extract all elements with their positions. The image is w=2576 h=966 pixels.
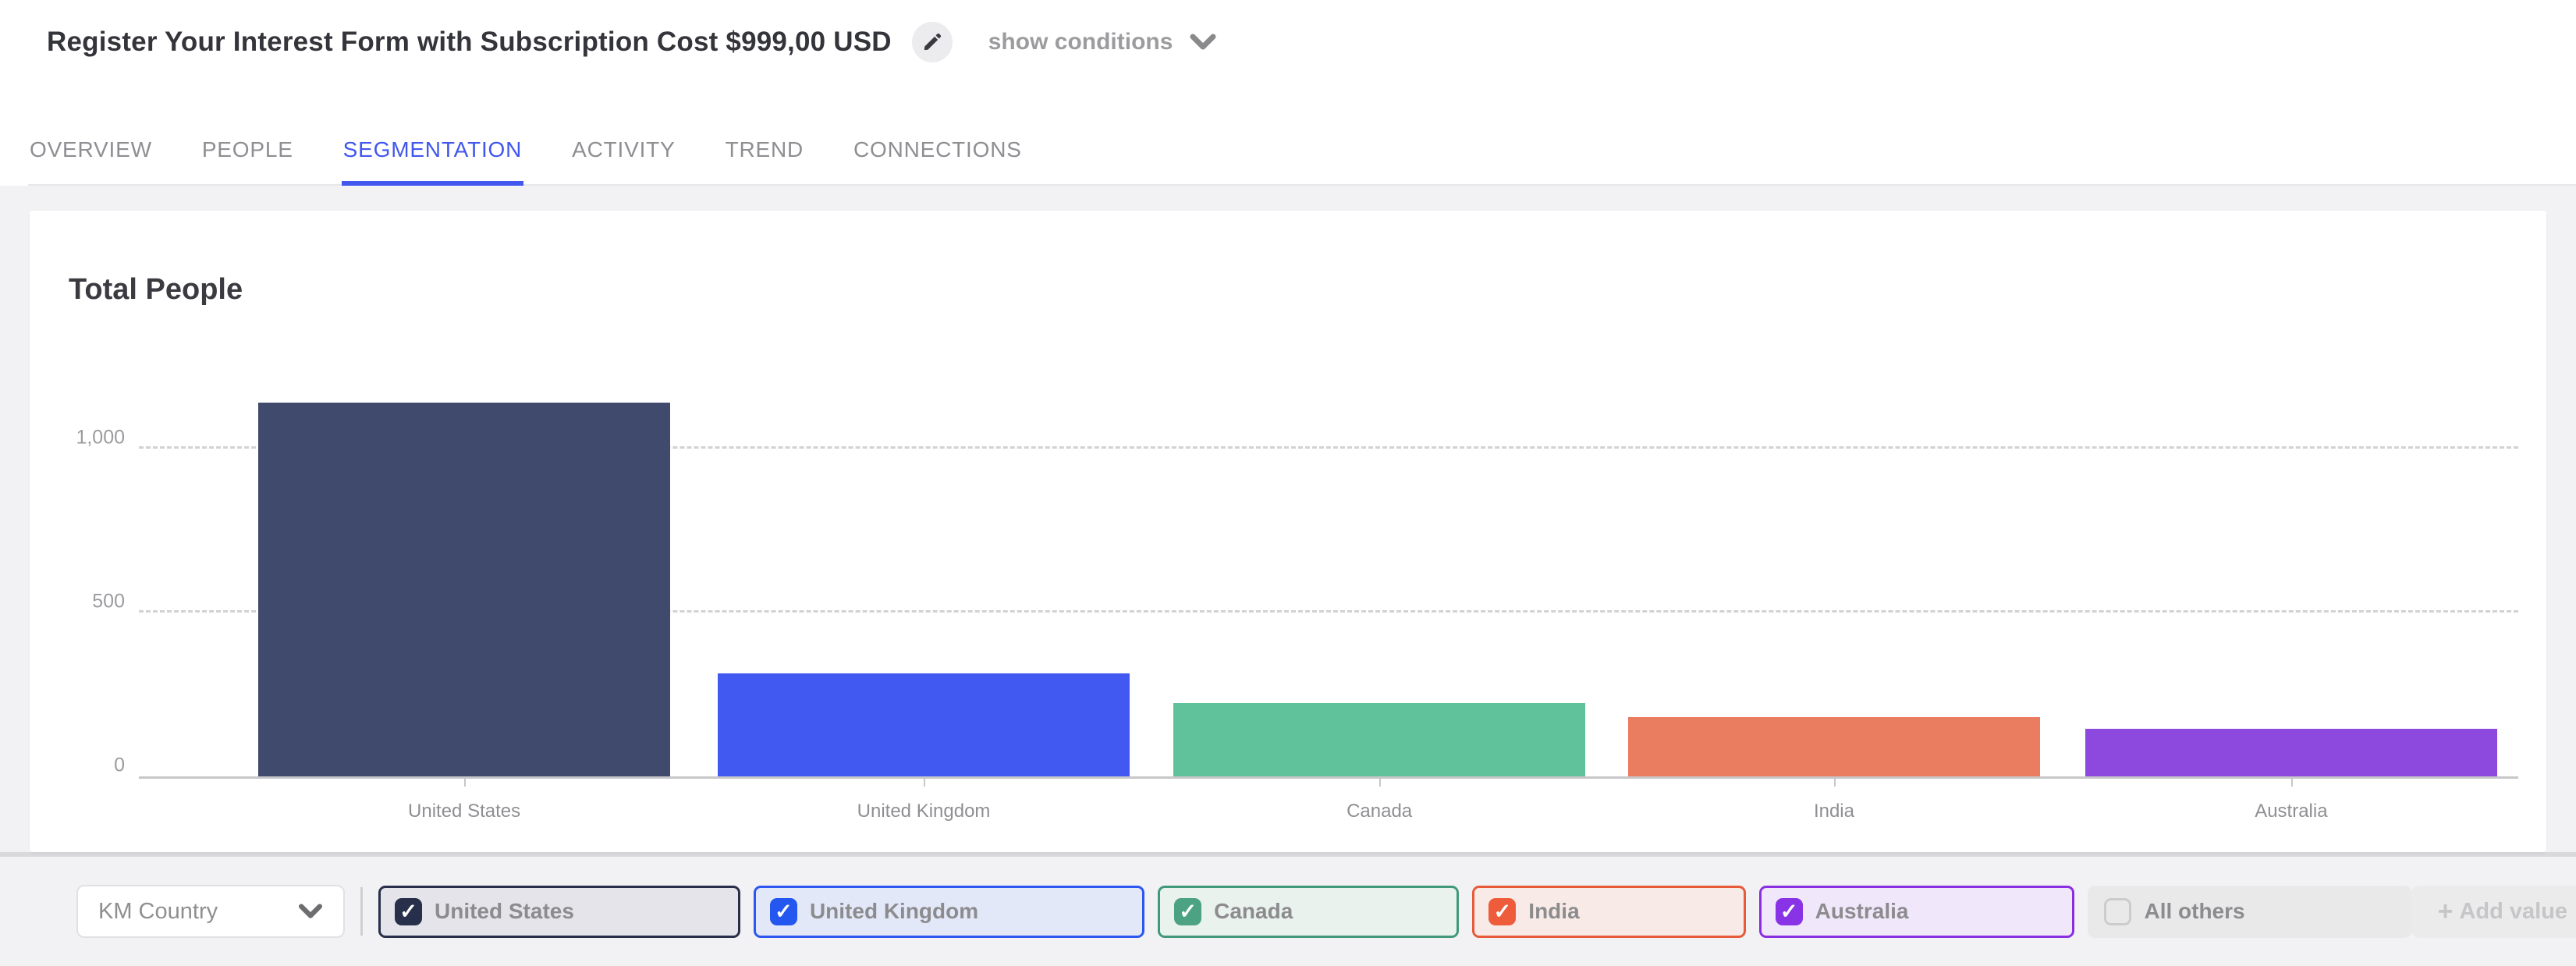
segment-attribute-dropdown[interactable]: KM Country bbox=[76, 885, 345, 938]
x-label-canada: Canada bbox=[1347, 801, 1413, 822]
bar-india[interactable] bbox=[1627, 717, 2040, 776]
pencil-icon bbox=[924, 33, 941, 51]
tab-connections[interactable]: CONNECTIONS bbox=[853, 137, 1022, 162]
filter-chip-australia[interactable]: ✓ Australia bbox=[1758, 885, 2075, 938]
tab-segmentation[interactable]: SEGMENTATION bbox=[341, 137, 524, 186]
bar-united-kingdom[interactable] bbox=[718, 673, 1130, 776]
chip-label: All others bbox=[2144, 899, 2245, 923]
tab-overview[interactable]: OVERVIEW bbox=[30, 137, 152, 162]
checkbox-checked-icon[interactable]: ✓ bbox=[395, 897, 422, 925]
chevron-down-icon bbox=[1190, 34, 1216, 50]
x-label-india: India bbox=[1813, 801, 1854, 822]
tab-activity[interactable]: ACTIVITY bbox=[572, 137, 676, 162]
x-label-united-kingdom: United Kingdom bbox=[857, 801, 991, 822]
chevron-down-icon bbox=[299, 904, 322, 918]
add-value-button[interactable]: + Add value bbox=[2411, 885, 2576, 938]
chip-label: United Kingdom bbox=[809, 899, 979, 923]
title-row: Register Your Interest Form with Subscri… bbox=[47, 22, 2529, 62]
gridline-500 bbox=[139, 610, 2518, 613]
y-tick-label-0: 0 bbox=[114, 754, 125, 776]
x-tick bbox=[1379, 776, 1382, 787]
filter-chip-united-kingdom[interactable]: ✓ United Kingdom bbox=[753, 885, 1145, 938]
header: Register Your Interest Form with Subscri… bbox=[0, 0, 2576, 186]
y-tick-label-1000: 1,000 bbox=[76, 426, 125, 449]
chart-card: Total People 0 500 1,000 United States Unit… bbox=[30, 211, 2546, 852]
check-mark-icon: ✓ bbox=[399, 899, 417, 923]
chip-label: Australia bbox=[1815, 899, 1909, 923]
checkbox-checked-icon[interactable]: ✓ bbox=[1174, 897, 1202, 925]
x-tick bbox=[1833, 776, 1836, 787]
filter-chip-united-states[interactable]: ✓ United States bbox=[378, 885, 740, 938]
dropdown-value: KM Country bbox=[98, 898, 218, 924]
x-label-united-states: United States bbox=[408, 801, 521, 822]
filter-chip-all-others[interactable]: All others bbox=[2088, 885, 2411, 938]
x-label-australia: Australia bbox=[2255, 801, 2328, 822]
tab-people[interactable]: PEOPLE bbox=[201, 137, 293, 162]
bar-canada[interactable] bbox=[1173, 702, 1586, 776]
bar-australia[interactable] bbox=[2085, 729, 2497, 776]
chip-label: Canada bbox=[1214, 899, 1293, 923]
checkbox-unchecked-icon[interactable] bbox=[2104, 897, 2132, 925]
check-mark-icon: ✓ bbox=[1779, 899, 1798, 923]
y-tick-label-500: 500 bbox=[92, 590, 125, 613]
check-mark-icon: ✓ bbox=[1179, 899, 1197, 923]
checkbox-checked-icon[interactable]: ✓ bbox=[769, 897, 797, 925]
check-mark-icon: ✓ bbox=[1493, 899, 1512, 923]
checkbox-checked-icon[interactable]: ✓ bbox=[1488, 897, 1517, 925]
tab-bar: OVERVIEW PEOPLE SEGMENTATION ACTIVITY TREND C… bbox=[28, 137, 2576, 186]
chip-label: United States bbox=[435, 899, 574, 923]
section-divider bbox=[0, 852, 2576, 857]
page-title: Register Your Interest Form with Subscri… bbox=[47, 27, 892, 57]
filter-chip-canada[interactable]: ✓ Canada bbox=[1158, 885, 1460, 938]
show-conditions-toggle[interactable]: show conditions bbox=[988, 29, 1217, 55]
x-axis-labels: United States United Kingdom Canada India Au… bbox=[139, 801, 2518, 832]
vertical-divider bbox=[360, 887, 363, 936]
chip-label: India bbox=[1528, 899, 1580, 923]
chart-title: Total People bbox=[69, 273, 243, 306]
check-mark-icon: ✓ bbox=[775, 899, 793, 923]
content: Total People 0 500 1,000 United States Unit… bbox=[0, 186, 2576, 966]
filter-bar: KM Country ✓ United States ✓ United Kingdom… bbox=[0, 857, 2576, 966]
x-tick bbox=[464, 776, 467, 787]
value-chips: ✓ United States ✓ United Kingdom ✓ Canada ✓ Ind… bbox=[378, 885, 2411, 938]
add-value-label: Add value bbox=[2459, 898, 2568, 924]
x-tick bbox=[2290, 776, 2293, 787]
gridline-1000 bbox=[139, 446, 2518, 449]
bar-chart-plot bbox=[139, 389, 2518, 787]
show-conditions-label: show conditions bbox=[988, 29, 1173, 55]
x-tick bbox=[924, 776, 926, 787]
filter-chip-india[interactable]: ✓ India bbox=[1472, 885, 1746, 938]
plus-icon: + bbox=[2437, 897, 2454, 926]
checkbox-checked-icon[interactable]: ✓ bbox=[1775, 897, 1803, 925]
tab-trend[interactable]: TREND bbox=[725, 137, 804, 162]
edit-title-button[interactable] bbox=[911, 22, 953, 62]
bar-united-states[interactable] bbox=[258, 403, 671, 776]
y-axis-labels: 0 500 1,000 bbox=[30, 389, 125, 779]
